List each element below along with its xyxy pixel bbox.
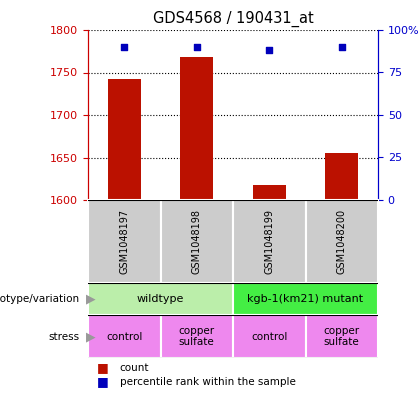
Bar	[160, 200, 233, 283]
Bar	[305, 315, 378, 358]
Text: ▶: ▶	[86, 292, 95, 305]
Point	[339, 44, 345, 50]
Text: GSM1048200: GSM1048200	[337, 209, 347, 274]
Point	[266, 47, 273, 53]
Bar	[233, 315, 305, 358]
Text: ■: ■	[97, 375, 108, 389]
Bar	[181, 57, 213, 200]
Text: genotype/variation: genotype/variation	[0, 294, 80, 304]
Bar	[233, 200, 305, 283]
Text: GSM1048198: GSM1048198	[192, 209, 202, 274]
Text: GSM1048199: GSM1048199	[264, 209, 274, 274]
Bar	[108, 79, 141, 200]
Bar	[233, 283, 378, 315]
Text: ▶: ▶	[86, 330, 95, 343]
Text: control: control	[106, 332, 142, 342]
Bar	[88, 315, 160, 358]
Bar	[88, 200, 160, 283]
Point	[121, 44, 128, 50]
Title: GDS4568 / 190431_at: GDS4568 / 190431_at	[152, 11, 313, 27]
Text: percentile rank within the sample: percentile rank within the sample	[120, 377, 295, 387]
Bar	[253, 185, 286, 200]
Text: copper
sulfate: copper sulfate	[324, 326, 360, 347]
Bar	[160, 315, 233, 358]
Text: ■: ■	[97, 362, 108, 375]
Text: wildtype: wildtype	[137, 294, 184, 304]
Bar	[326, 153, 358, 200]
Point	[193, 44, 200, 50]
Text: count: count	[120, 363, 149, 373]
Text: GSM1048197: GSM1048197	[119, 209, 129, 274]
Text: control: control	[251, 332, 287, 342]
Text: copper
sulfate: copper sulfate	[178, 326, 215, 347]
Text: stress: stress	[48, 332, 80, 342]
Bar	[305, 200, 378, 283]
Bar	[88, 283, 233, 315]
Text: kgb-1(km21) mutant: kgb-1(km21) mutant	[247, 294, 364, 304]
